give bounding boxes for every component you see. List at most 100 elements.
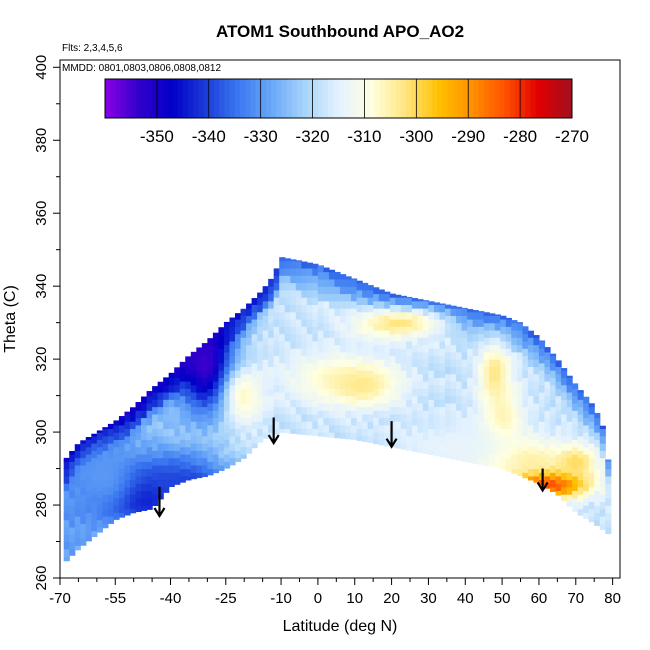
heatmap-cell	[489, 373, 496, 382]
heatmap-cell	[262, 300, 269, 309]
heatmap-cell	[306, 421, 313, 430]
x-tick-label: -40	[160, 590, 182, 607]
heatmap-cell	[201, 457, 208, 466]
heatmap-cell	[268, 402, 275, 411]
heatmap-cell	[63, 548, 70, 557]
heatmap-cell	[362, 282, 369, 291]
heatmap-cell	[196, 406, 203, 415]
heatmap-cell	[168, 384, 175, 393]
heatmap-cell	[279, 340, 286, 349]
heatmap-cell	[179, 468, 186, 477]
heatmap-cell	[251, 443, 258, 449]
heatmap-cell	[456, 366, 463, 375]
heatmap-cell	[163, 435, 170, 444]
heatmap-cell	[102, 443, 109, 451]
heatmap-cell	[400, 297, 407, 306]
heatmap-cell	[306, 289, 313, 298]
heatmap-cell	[406, 428, 413, 437]
heatmap-cell	[218, 370, 225, 378]
heatmap-cell	[417, 359, 424, 368]
heatmap-cell	[279, 406, 286, 415]
heatmap-cell	[113, 512, 120, 520]
heatmap-cell	[527, 424, 535, 433]
heatmap-cell	[196, 413, 203, 422]
heatmap-cell	[594, 432, 601, 440]
heatmap-cell	[69, 451, 76, 455]
heatmap-cell	[135, 483, 142, 492]
heatmap-cell	[406, 399, 413, 408]
heatmap-cell	[301, 261, 308, 269]
heatmap-cell	[174, 406, 181, 415]
heatmap-cell	[478, 450, 485, 459]
heatmap-cell	[340, 329, 347, 338]
heatmap-cell	[96, 475, 103, 484]
heatmap-cell	[605, 512, 612, 521]
heatmap-cell	[384, 432, 391, 440]
heatmap-cell	[240, 308, 247, 316]
heatmap-cell	[605, 461, 612, 470]
heatmap-cell	[91, 450, 98, 459]
heatmap-cell	[367, 421, 374, 430]
heatmap-cell	[527, 432, 535, 440]
heatmap-cell	[340, 300, 347, 309]
heatmap-cell	[384, 395, 391, 404]
heatmap-cell	[362, 362, 369, 371]
heatmap-cell	[163, 413, 170, 422]
heatmap-cell	[240, 417, 247, 426]
heatmap-cell	[505, 333, 512, 342]
heatmap-cell	[588, 413, 595, 422]
heatmap-cell	[268, 395, 275, 404]
heatmap-cell	[505, 348, 512, 357]
heatmap-cell	[566, 479, 573, 488]
heatmap-cell	[538, 450, 546, 459]
colorbar-swatch	[426, 79, 433, 118]
heatmap-cell	[445, 366, 452, 375]
heatmap-cell	[212, 344, 220, 353]
heatmap-cell	[422, 315, 430, 324]
heatmap-cell	[422, 417, 430, 426]
colorbar: -350 -340 -330 -320 -310 -300 -290 -280 -270	[104, 78, 589, 146]
heatmap-cell	[301, 370, 308, 378]
heatmap-cell	[395, 370, 402, 378]
heatmap-cell	[500, 421, 507, 430]
heatmap-cell	[102, 435, 109, 444]
heatmap-cell	[306, 391, 313, 400]
heatmap-cell	[400, 428, 407, 437]
heatmap-cell	[483, 388, 490, 397]
heatmap-cell	[577, 479, 584, 488]
heatmap-cell	[351, 417, 358, 426]
heatmap-cell	[433, 302, 441, 306]
heatmap-cell	[290, 406, 297, 415]
heatmap-cell	[334, 373, 341, 382]
heatmap-cell	[411, 337, 418, 346]
heatmap-cell	[340, 432, 347, 439]
heatmap-cell	[207, 439, 214, 448]
heatmap-cell	[373, 337, 380, 346]
heatmap-cell	[317, 337, 325, 346]
heatmap-cell	[428, 450, 435, 456]
heatmap-cell	[190, 399, 197, 408]
heatmap-cell	[312, 319, 319, 327]
heatmap-cell	[378, 410, 385, 419]
heatmap-cell	[107, 515, 115, 524]
heatmap-cell	[152, 413, 159, 422]
heatmap-cell	[91, 508, 98, 517]
down-arrow-icon	[385, 421, 398, 449]
heatmap-cell	[135, 446, 142, 455]
heatmap-cell	[594, 497, 601, 506]
heatmap-cell	[168, 421, 175, 430]
heatmap-cell	[472, 311, 479, 320]
heatmap-cell	[163, 406, 170, 415]
heatmap-cell	[417, 351, 424, 360]
heatmap-cell	[130, 464, 137, 473]
heatmap-cell	[185, 439, 192, 448]
heatmap-cell	[511, 395, 518, 404]
heatmap-cell	[456, 417, 463, 426]
heatmap-cell	[80, 494, 87, 502]
heatmap-cell	[96, 432, 103, 440]
heatmap-cell	[201, 370, 208, 378]
heatmap-cell	[555, 446, 562, 455]
heatmap-cell	[107, 464, 115, 473]
colorbar-frame	[104, 78, 573, 119]
